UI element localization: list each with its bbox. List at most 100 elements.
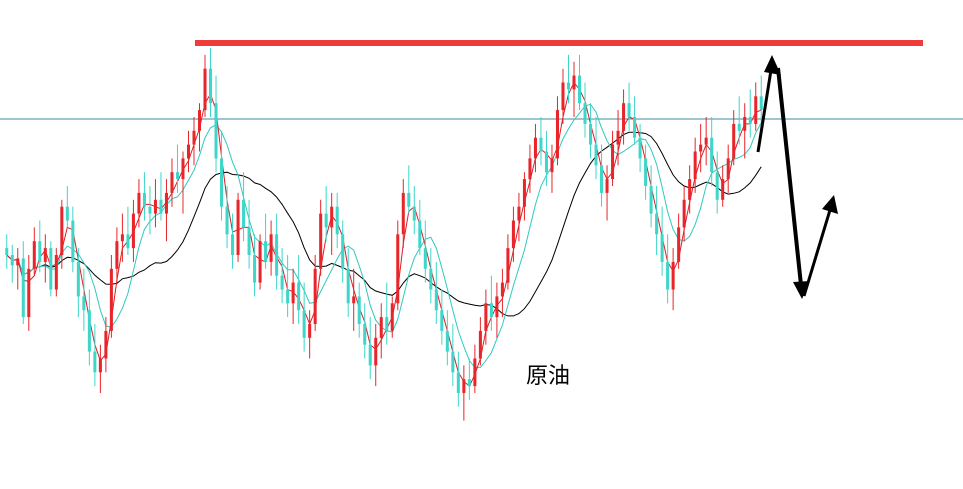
candle bbox=[423, 220, 427, 283]
candle-body bbox=[633, 117, 637, 138]
candle-body bbox=[577, 75, 582, 104]
candle-body bbox=[104, 330, 108, 359]
candle-body bbox=[467, 379, 471, 387]
candle bbox=[10, 244, 14, 283]
candle bbox=[748, 89, 752, 138]
candle-body bbox=[32, 241, 36, 269]
candle bbox=[109, 255, 113, 338]
candle bbox=[142, 172, 146, 221]
candle bbox=[462, 365, 466, 421]
candle-body bbox=[555, 110, 559, 159]
candle bbox=[385, 282, 389, 345]
candle-body bbox=[164, 192, 168, 214]
ma-slow-line bbox=[6, 131, 762, 317]
candle-body bbox=[748, 117, 752, 124]
candle-body bbox=[197, 110, 202, 131]
candle-body bbox=[721, 179, 725, 200]
candle-body bbox=[699, 144, 703, 152]
candle bbox=[203, 54, 207, 117]
candle bbox=[330, 192, 334, 255]
candle bbox=[374, 324, 378, 387]
candle-body bbox=[600, 165, 604, 193]
candle bbox=[153, 179, 157, 228]
candle bbox=[49, 241, 53, 297]
candle bbox=[401, 179, 405, 249]
candle-body bbox=[759, 96, 763, 111]
candle-body bbox=[710, 137, 714, 173]
candle-body bbox=[27, 268, 31, 318]
candle-body bbox=[528, 158, 532, 180]
candle bbox=[308, 310, 312, 359]
candle bbox=[682, 186, 686, 242]
candle bbox=[192, 117, 196, 166]
candle-body bbox=[352, 296, 356, 304]
candle bbox=[253, 234, 257, 297]
candle bbox=[341, 220, 345, 283]
candle-body bbox=[291, 282, 295, 304]
candle-body bbox=[60, 206, 64, 255]
candle bbox=[269, 220, 273, 276]
candle-body bbox=[346, 268, 350, 304]
candle bbox=[660, 206, 664, 276]
candle-body bbox=[87, 310, 91, 352]
candle bbox=[214, 75, 218, 173]
candle-body bbox=[715, 172, 719, 200]
candle bbox=[644, 144, 648, 200]
candle bbox=[489, 275, 493, 331]
candle-body bbox=[159, 199, 163, 214]
candle-body bbox=[660, 234, 664, 262]
candle-body bbox=[445, 330, 449, 352]
candle bbox=[120, 213, 124, 262]
candle-body bbox=[43, 248, 47, 262]
candle bbox=[5, 234, 9, 269]
candle-body bbox=[677, 227, 681, 262]
candle bbox=[82, 268, 86, 331]
candle-body bbox=[655, 213, 659, 235]
candle bbox=[555, 96, 559, 166]
candle bbox=[258, 234, 262, 290]
candle bbox=[539, 117, 543, 166]
candle bbox=[429, 248, 433, 304]
candle-body bbox=[71, 220, 75, 262]
candle-body bbox=[671, 261, 675, 290]
arrow-up-shaft bbox=[756, 69, 773, 153]
candle-body bbox=[76, 261, 80, 297]
candle bbox=[352, 268, 356, 331]
candle-body bbox=[308, 324, 312, 338]
candle-body bbox=[638, 137, 642, 159]
candle bbox=[164, 179, 168, 242]
candle bbox=[76, 248, 80, 318]
chart-annotation-label: 原油 bbox=[526, 364, 571, 389]
candle bbox=[440, 289, 444, 345]
candle bbox=[649, 165, 653, 228]
candle-body bbox=[131, 213, 135, 249]
candle-body bbox=[682, 199, 686, 228]
candle-body bbox=[473, 358, 477, 387]
candle-body bbox=[566, 82, 571, 90]
candle-body bbox=[589, 123, 593, 145]
candle bbox=[291, 268, 295, 324]
candle-body bbox=[561, 82, 565, 111]
candle-body bbox=[275, 234, 279, 276]
candlestick-layer bbox=[5, 48, 763, 421]
candle bbox=[368, 317, 372, 380]
candle bbox=[473, 344, 477, 393]
candle-body bbox=[313, 268, 317, 324]
candle bbox=[743, 103, 747, 159]
candle-body bbox=[754, 96, 758, 124]
candle bbox=[704, 117, 708, 166]
candle bbox=[533, 123, 537, 173]
candle-body bbox=[363, 324, 367, 345]
candle bbox=[302, 282, 306, 352]
candle-body bbox=[644, 158, 648, 186]
candle bbox=[324, 186, 328, 242]
candle bbox=[737, 96, 741, 145]
candle-body bbox=[478, 330, 482, 359]
candle-body bbox=[484, 303, 488, 331]
candle-body bbox=[732, 123, 736, 159]
candle bbox=[544, 130, 548, 186]
candle bbox=[715, 151, 719, 214]
candle-body bbox=[423, 248, 427, 269]
candle-body bbox=[500, 282, 504, 297]
